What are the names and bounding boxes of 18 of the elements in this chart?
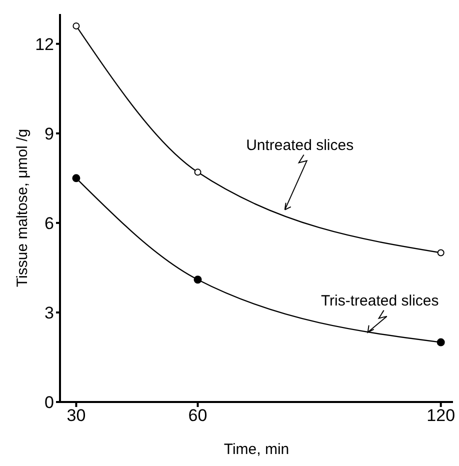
point: [194, 276, 202, 284]
y-tick-label: 0: [44, 393, 54, 412]
y-tick-label: 6: [44, 214, 54, 233]
x-tick-label: 30: [66, 406, 86, 426]
x-tick-label: 60: [188, 406, 208, 426]
point: [72, 22, 80, 30]
x-tick-label: 120: [426, 406, 456, 426]
series-label: Tris-treated slices: [320, 292, 439, 309]
y-tick-label: 12: [35, 34, 54, 54]
point: [436, 338, 445, 346]
point: [194, 168, 202, 176]
y-tick-label: 3: [44, 303, 54, 322]
point: [437, 249, 444, 256]
x-axis-title: Time, min: [224, 441, 290, 458]
y-tick-label: 9: [44, 124, 54, 144]
point: [72, 174, 80, 182]
text: Untreated slices: [246, 136, 354, 154]
y-axis-title: Tissue maltose, μmol /g: [14, 128, 30, 288]
